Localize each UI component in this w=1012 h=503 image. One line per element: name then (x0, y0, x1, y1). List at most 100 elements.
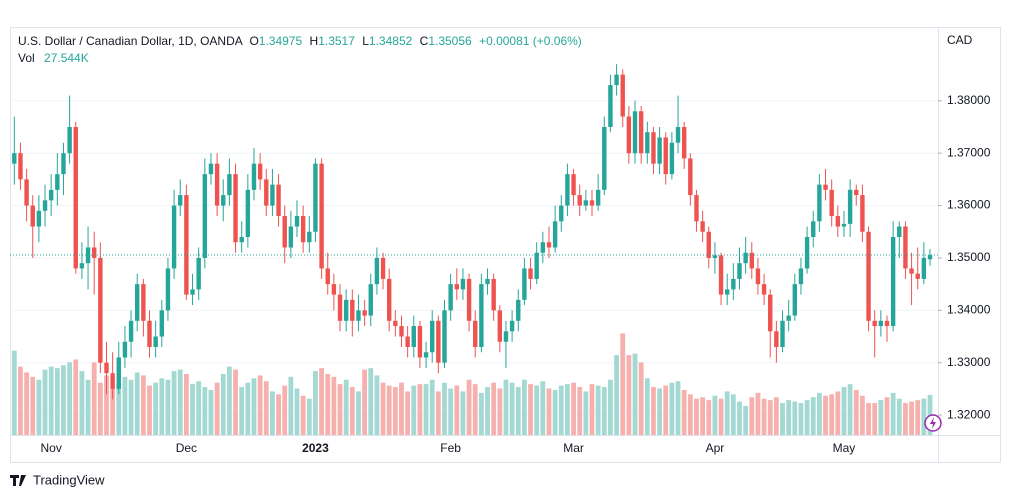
volume-bar (448, 388, 454, 435)
candle-body (288, 226, 294, 248)
candle-body (61, 153, 66, 175)
volume-bar (773, 397, 779, 435)
candle-body (694, 195, 699, 222)
candle-body (98, 257, 103, 363)
candle-body (460, 278, 466, 290)
candle-body (890, 237, 896, 327)
y-tick-label: 1.38000 (947, 93, 991, 107)
candle-body (491, 278, 496, 311)
alert-bolt[interactable] (930, 417, 936, 429)
legend-o: O (249, 34, 258, 48)
volume-bar (657, 388, 662, 435)
candle-body (657, 137, 662, 164)
volume-bar (491, 382, 497, 435)
volume-bar (694, 398, 699, 435)
volume-bar (577, 387, 583, 435)
candle-layer (10, 64, 938, 400)
candle-body (190, 289, 195, 295)
volume-bar (878, 400, 884, 435)
x-tick-label: Nov (41, 441, 62, 455)
candle-body (135, 284, 140, 321)
volume-bar (497, 388, 503, 435)
candle-body (239, 237, 244, 243)
volume-bar (313, 371, 318, 435)
candle-body (42, 200, 48, 211)
legend-l: L (362, 34, 369, 48)
volume-bar (337, 384, 343, 435)
candle-body (743, 252, 748, 264)
volume-bar (540, 381, 546, 435)
candle-body (909, 268, 914, 274)
volume-bar (706, 400, 712, 435)
volume-bar (331, 376, 337, 435)
candle-body (497, 310, 503, 342)
candle-body (448, 284, 453, 311)
legend: U.S. Dollar / Canadian Dollar, 1D, OANDA… (18, 34, 582, 48)
volume-bar (227, 366, 232, 435)
legend-c: C (420, 34, 429, 48)
candle-body (645, 132, 650, 154)
volume-bar (890, 392, 896, 435)
candle-body (423, 352, 429, 358)
volume-bar (466, 379, 472, 435)
volume-bar (755, 392, 761, 435)
candle-body (860, 195, 865, 232)
candle-body (663, 137, 668, 175)
alert-icon[interactable] (924, 414, 942, 432)
volume-bar (810, 397, 816, 435)
volume-bar (300, 395, 306, 435)
volume-bar (202, 387, 208, 435)
volume-bar (54, 368, 60, 435)
volume-bar (792, 401, 798, 435)
candle-body (854, 189, 859, 196)
candle-body (337, 294, 343, 321)
volume-bar (816, 392, 822, 435)
candle-body (362, 310, 367, 316)
candle-body (436, 320, 441, 363)
candle-body (473, 320, 478, 347)
volume-bar (528, 384, 533, 435)
volume-bar (515, 387, 521, 435)
volume-bar (909, 401, 914, 435)
candle-body (786, 315, 791, 321)
volume-bar (196, 381, 202, 435)
volume-bar (866, 403, 871, 435)
candle-body (675, 127, 681, 143)
volume-bar (798, 403, 804, 435)
volume-bar (288, 376, 294, 435)
volume-bar (362, 369, 368, 435)
volume-bar (503, 379, 509, 435)
volume-bar (626, 355, 632, 435)
volume-bar (73, 359, 79, 435)
volume-bar (190, 384, 195, 435)
volume-bar (116, 384, 122, 435)
volume-bar (780, 403, 785, 435)
volume-bar (282, 385, 288, 435)
volume-bar (263, 381, 269, 435)
volume-bar (651, 387, 656, 435)
candle-body (915, 273, 920, 279)
candle-body (577, 195, 582, 206)
volume-bar (644, 378, 650, 435)
volume-bar (724, 391, 730, 435)
legend-high: 1.3517 (318, 34, 355, 48)
candle-body (509, 320, 515, 332)
candle-body (417, 326, 423, 358)
candle-body (270, 184, 275, 206)
volume-bar (411, 385, 417, 435)
candle-body (811, 221, 816, 237)
volume-bar (183, 373, 189, 435)
candle-body (319, 163, 324, 269)
candle-body (245, 189, 251, 237)
candle-body (214, 163, 220, 206)
volume-bar (122, 376, 128, 435)
candle-body (227, 174, 232, 196)
volume-bar (485, 387, 490, 435)
candle-body (147, 320, 152, 347)
volume-bar (595, 385, 601, 435)
volume-bar (804, 400, 810, 435)
candle-body (522, 268, 527, 300)
candle-body (903, 226, 908, 269)
candle-body (841, 223, 847, 227)
candle-body (184, 195, 189, 295)
